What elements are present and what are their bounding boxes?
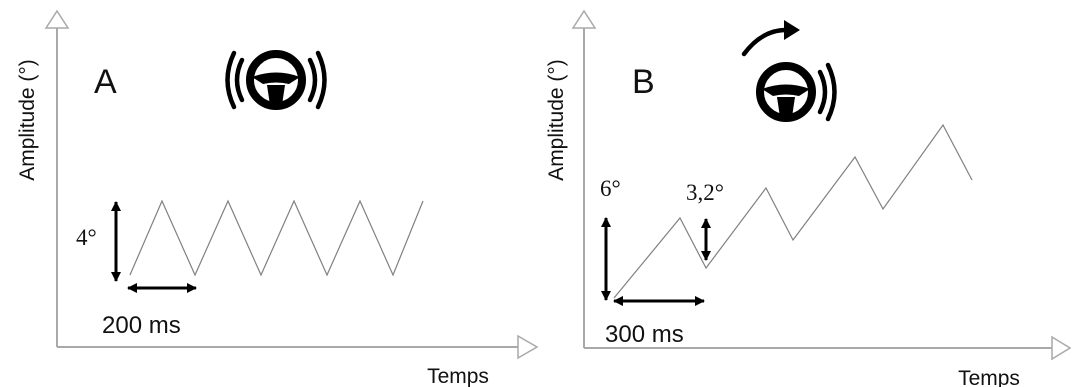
y-axis-arrow-a <box>44 9 70 29</box>
x-axis-arrow-a <box>517 334 539 360</box>
y-axis-label-a: Amplitude (°) <box>16 59 39 181</box>
period-label-b: 300 ms <box>605 321 684 348</box>
panel-b: Amplitude (°) Temps B 6° 3,2° 300 ms <box>545 9 1072 387</box>
panel-label-a: A <box>94 63 117 101</box>
amplitude-label-b: 6° <box>600 176 621 201</box>
rotation-arrow-icon <box>741 27 789 57</box>
period-label-a: 200 ms <box>102 312 181 339</box>
x-axis-arrow-b <box>1051 335 1072 361</box>
y-axis-label-b: Amplitude (°) <box>545 59 568 181</box>
signal-trace-a <box>129 199 424 277</box>
signal-trace-b <box>613 123 973 299</box>
x-axis-label-b: Temps <box>958 367 1020 387</box>
amplitude-label-a: 4° <box>76 225 97 250</box>
x-axis-label-a: Temps <box>427 365 489 387</box>
y-axis-arrow-b <box>571 9 597 29</box>
panel-label-b: B <box>632 63 655 101</box>
step-label-b: 3,2° <box>686 180 724 205</box>
steering-wheel-vibrating-icon <box>228 53 325 107</box>
steering-wheel-rotating-vibrating-icon <box>741 20 837 119</box>
axes-a <box>44 9 539 360</box>
axes-b <box>571 9 1072 361</box>
panel-a: Amplitude (°) Temps A 4° 200 ms <box>16 9 539 387</box>
